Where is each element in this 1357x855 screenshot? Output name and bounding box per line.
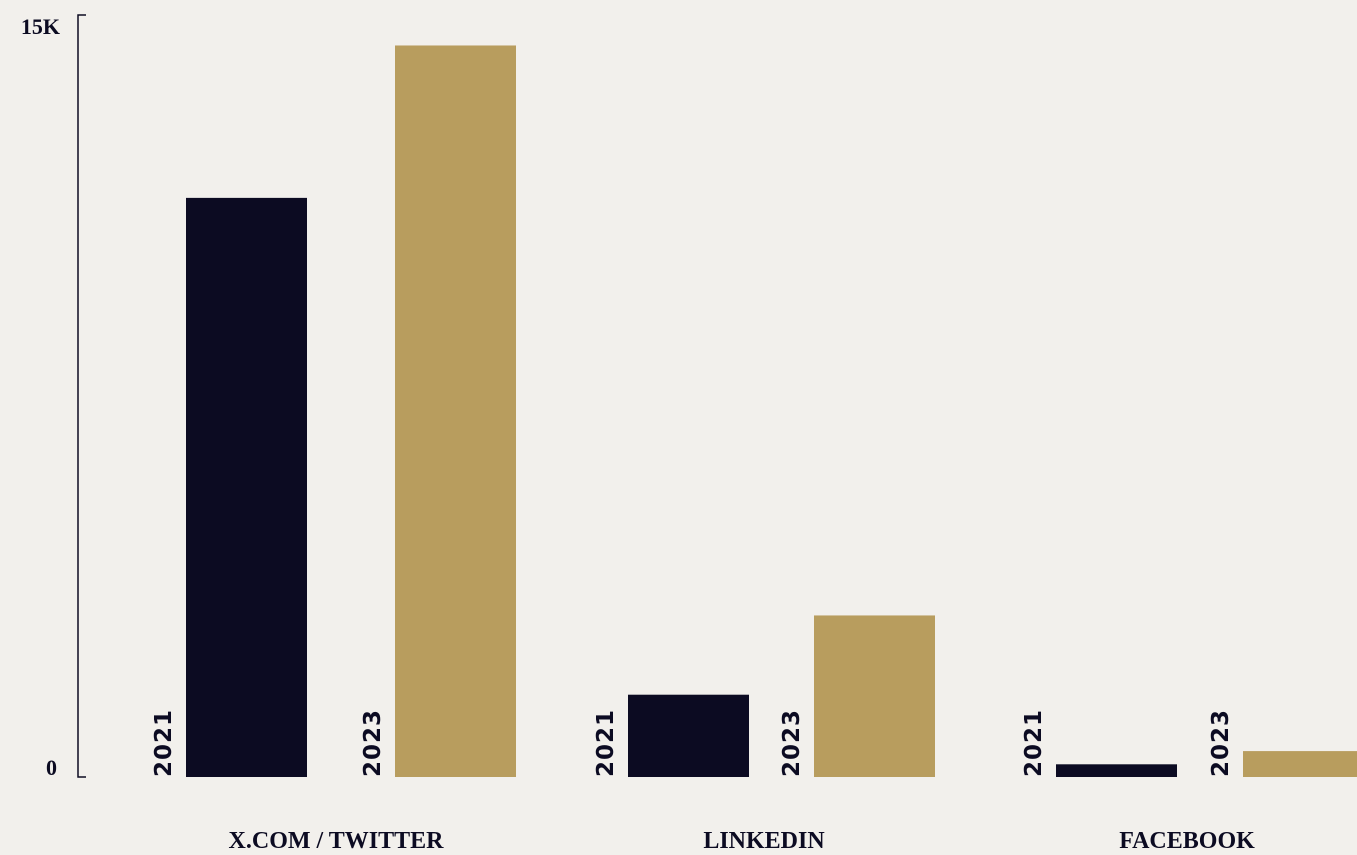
bar-linkedin-2023 xyxy=(814,615,935,777)
bar-facebook-2021 xyxy=(1056,764,1177,777)
year-label-linkedin-2021: 2021 xyxy=(593,709,619,777)
y-tick-label-max: 15K xyxy=(21,14,60,39)
category-label-x-twitter: X.COM / TWITTER xyxy=(229,828,445,854)
year-label-facebook-2021: 2021 xyxy=(1021,709,1047,777)
year-label-facebook-2023: 2023 xyxy=(1208,709,1234,777)
y-tick-label-zero: 0 xyxy=(46,755,57,780)
y-axis-line xyxy=(77,14,86,778)
year-label-linkedin-2023: 2023 xyxy=(779,709,805,777)
bar-x-twitter-2021 xyxy=(186,197,307,777)
bar-facebook-2023 xyxy=(1243,751,1357,777)
category-label-linkedin: LINKEDIN xyxy=(703,828,825,854)
category-label-facebook: FACEBOOK xyxy=(1119,828,1255,854)
bar-x-twitter-2023 xyxy=(395,45,516,778)
year-label-x-twitter-2021: 2021 xyxy=(151,709,177,777)
year-label-x-twitter-2023: 2023 xyxy=(360,709,386,777)
bar-linkedin-2021 xyxy=(628,694,749,777)
